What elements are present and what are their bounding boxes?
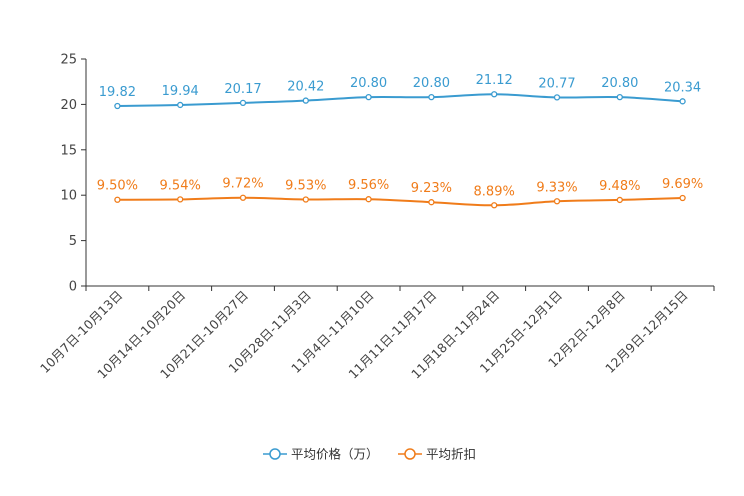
legend-label: 平均折扣 <box>426 447 476 462</box>
data-point[interactable] <box>491 91 498 98</box>
data-label: 20.42 <box>287 80 324 95</box>
data-point[interactable] <box>553 198 561 205</box>
data-point[interactable] <box>553 94 561 101</box>
data-label: 19.82 <box>99 85 136 100</box>
data-label: 9.33% <box>536 180 577 195</box>
y-tick-label: 15 <box>60 143 77 158</box>
data-label: 20.80 <box>413 76 450 91</box>
data-point[interactable] <box>679 194 686 202</box>
data-point[interactable] <box>302 196 309 203</box>
data-label: 19.94 <box>162 84 199 99</box>
data-point[interactable] <box>114 102 121 110</box>
series-line <box>117 93 683 108</box>
data-label: 9.48% <box>599 179 640 194</box>
data-point[interactable] <box>428 199 435 206</box>
legend-label: 平均价格（万） <box>291 447 379 462</box>
legend-marker-icon <box>404 448 416 460</box>
data-point[interactable] <box>177 101 184 109</box>
data-label: 20.77 <box>538 76 575 91</box>
data-label: 9.56% <box>348 178 389 193</box>
series-1: 9.50% 9.54% 9.72% 9.53% 9.56% 9.23% 8.89% 9.33%… <box>97 177 703 209</box>
series-layer: 19.82 19.94 20.17 20.42 20.80 20.80 21.12 20.77… <box>97 73 703 209</box>
data-point[interactable] <box>302 97 309 104</box>
data-point[interactable] <box>239 99 247 107</box>
data-label: 20.80 <box>601 76 638 91</box>
series-0: 19.82 19.94 20.17 20.42 20.80 20.80 21.12 20.77… <box>99 73 701 110</box>
data-label: 9.69% <box>662 177 703 192</box>
data-label: 21.12 <box>476 73 513 88</box>
legend[interactable]: 平均价格（万） 平均折扣 <box>263 447 476 462</box>
axes: 0 5 10 15 20 25 <box>60 53 715 295</box>
data-point[interactable] <box>177 196 184 203</box>
y-tick-label: 0 <box>69 280 77 295</box>
data-label: 9.53% <box>285 178 326 193</box>
legend-item-1[interactable]: 平均折扣 <box>398 447 476 462</box>
x-axis-labels: 10月7日-10月13日10月14日-10月20日10月21日-10月27日10… <box>37 288 691 382</box>
data-point[interactable] <box>491 202 498 209</box>
y-tick-label: 10 <box>60 189 77 204</box>
data-label: 20.34 <box>664 80 701 95</box>
y-tick-label: 5 <box>69 234 77 249</box>
series-line <box>117 196 683 207</box>
data-label: 9.23% <box>411 181 452 196</box>
data-point[interactable] <box>239 194 247 201</box>
data-point[interactable] <box>616 93 623 101</box>
legend-marker-icon <box>269 448 281 460</box>
data-label: 9.50% <box>97 179 138 194</box>
y-tick-label: 20 <box>60 98 77 113</box>
data-point[interactable] <box>365 196 372 203</box>
data-point[interactable] <box>616 196 623 204</box>
data-label: 9.54% <box>160 178 201 193</box>
data-point[interactable] <box>365 93 372 101</box>
data-point[interactable] <box>114 196 121 203</box>
data-label: 8.89% <box>474 184 515 199</box>
data-point[interactable] <box>679 98 686 105</box>
y-tick-label: 25 <box>60 53 77 68</box>
data-label: 9.72% <box>222 177 263 192</box>
data-point[interactable] <box>428 93 435 101</box>
data-label: 20.17 <box>224 82 261 97</box>
data-label: 20.80 <box>350 76 387 91</box>
legend-item-0[interactable]: 平均价格（万） <box>263 447 379 462</box>
